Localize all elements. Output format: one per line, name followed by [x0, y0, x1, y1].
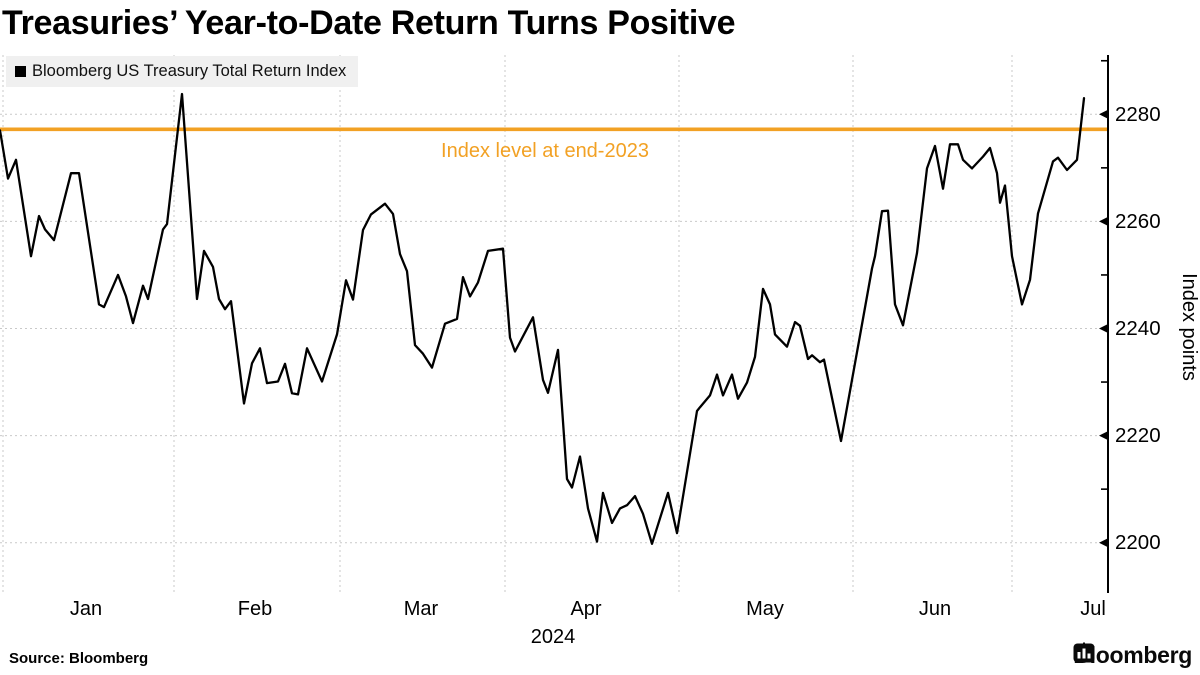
y-axis-tick	[1099, 324, 1108, 333]
y-axis-tick	[1099, 538, 1108, 548]
y-axis-tick-label: 2240	[1115, 317, 1161, 340]
y-axis-tick-label: 2260	[1115, 210, 1161, 233]
legend-swatch-icon	[15, 66, 26, 77]
x-axis-month-label: Jul	[1080, 598, 1106, 620]
source-note: Source: Bloomberg	[9, 650, 149, 667]
y-axis-tick	[1099, 109, 1108, 119]
brand-logo: Bloomberg	[1073, 642, 1192, 669]
reference-line-label: Index level at end-2023	[441, 140, 649, 162]
y-axis-tick	[1099, 431, 1108, 441]
y-axis-tick	[1099, 216, 1108, 226]
page-title: Treasuries’ Year-to-Date Return Turns Po…	[2, 4, 736, 42]
x-axis-year-label: 2024	[531, 626, 576, 648]
bloomberg-terminal-icon	[1073, 642, 1095, 663]
x-axis-month-label: Apr	[570, 598, 601, 620]
x-axis-month-label: Jan	[70, 598, 102, 620]
legend: Bloomberg US Treasury Total Return Index	[6, 56, 359, 87]
legend-label: Bloomberg US Treasury Total Return Index	[32, 62, 347, 80]
y-axis-tick-label: 2200	[1115, 531, 1161, 554]
x-axis-month-label: Feb	[238, 598, 272, 620]
y-axis-tick-label: 2220	[1115, 424, 1161, 447]
y-axis-title: Index points	[1178, 273, 1200, 381]
x-axis-month-label: Jun	[919, 598, 951, 620]
x-axis-month-label: May	[746, 598, 784, 620]
x-axis-month-label: Mar	[404, 598, 439, 620]
y-axis-tick-label: 2280	[1115, 103, 1161, 126]
line-series	[0, 92, 1086, 545]
